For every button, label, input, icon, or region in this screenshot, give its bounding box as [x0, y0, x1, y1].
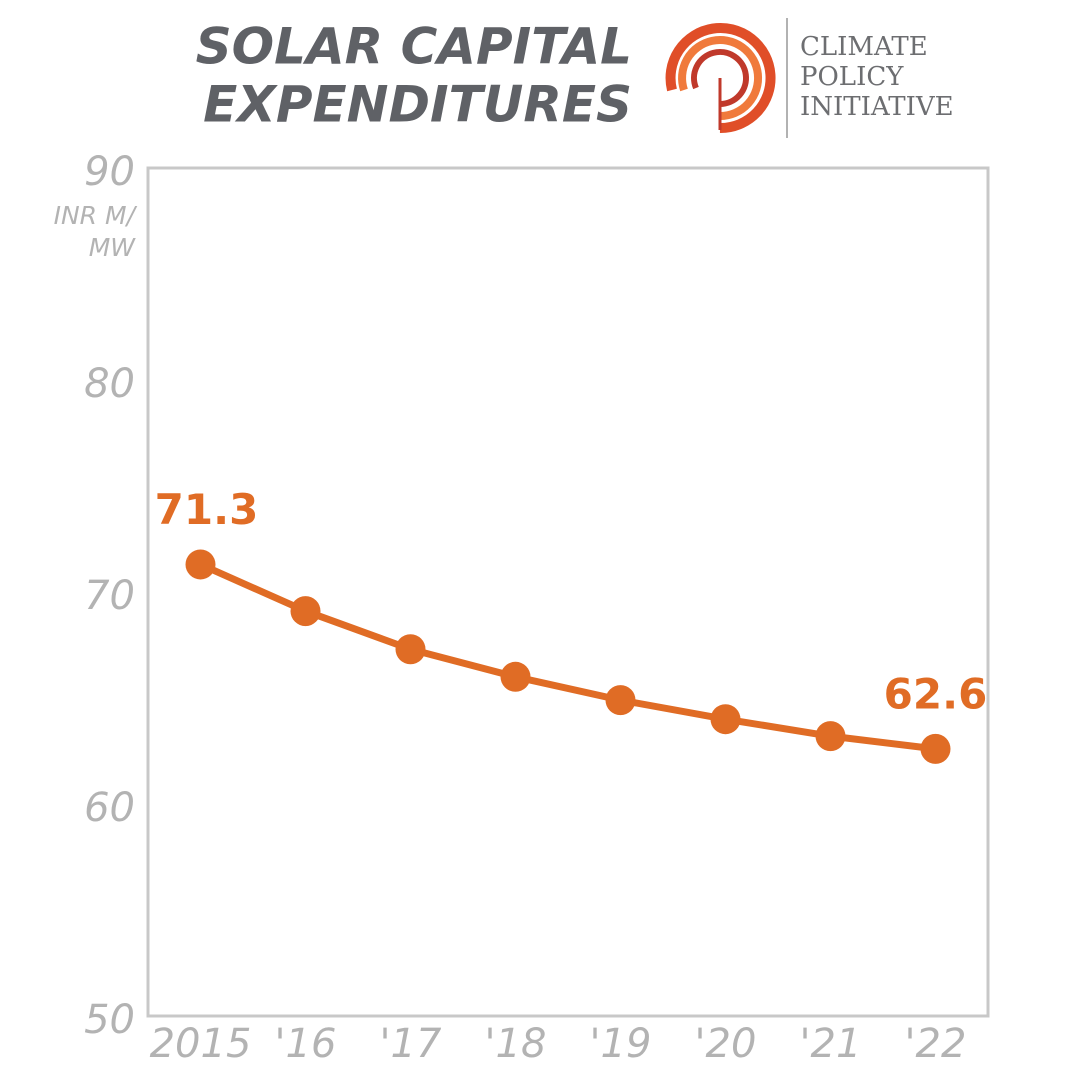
plot-frame	[146, 166, 990, 1018]
data-label: 62.6	[884, 669, 988, 718]
data-label: 71.3	[155, 485, 259, 534]
point	[395, 634, 426, 665]
x-tick-label: '17	[380, 1021, 442, 1067]
x-tick-label: '16	[275, 1021, 337, 1067]
chart-title: EXPENDITURES	[203, 76, 632, 134]
line	[199, 561, 936, 753]
logo-mark	[665, 23, 776, 134]
point	[185, 549, 216, 580]
chart-title: SOLAR CAPITAL	[196, 18, 632, 76]
y-tick-label: 50	[84, 997, 135, 1043]
point	[710, 704, 741, 735]
y-tick-label: 60	[84, 785, 135, 831]
y-tick-label: 90	[84, 149, 135, 195]
point	[920, 733, 951, 764]
y-tick-label: 80	[84, 361, 135, 407]
point	[605, 685, 636, 716]
x-tick-label: 2015	[150, 1021, 252, 1067]
logo-arc	[691, 49, 749, 107]
x-tick-label: '21	[800, 1021, 862, 1067]
logo-text: INITIATIVE	[800, 92, 954, 122]
logo-text: POLICY	[800, 62, 904, 92]
point	[815, 721, 846, 752]
logo-arc	[665, 23, 776, 134]
point	[290, 596, 321, 627]
y-unit: INR M/	[54, 201, 138, 230]
x-tick-label: '20	[695, 1021, 757, 1067]
logo-text: CLIMATE	[800, 32, 928, 62]
x-tick-label: '18	[485, 1021, 547, 1067]
x-tick-label: '19	[590, 1021, 652, 1067]
logo-arc	[678, 36, 763, 120]
y-tick-label: 70	[84, 573, 135, 619]
y-unit: MW	[89, 233, 137, 262]
x-tick-label: '22	[905, 1021, 967, 1067]
point	[500, 661, 531, 692]
